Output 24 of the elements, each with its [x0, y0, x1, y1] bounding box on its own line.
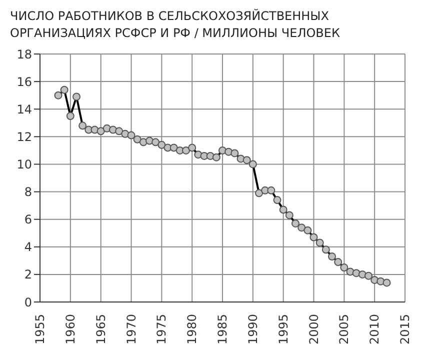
- y-tick-label: 12: [16, 130, 32, 144]
- y-tick-label: 14: [16, 102, 32, 116]
- y-tick-label: 0: [24, 295, 32, 310]
- x-tick-label: 1995: [276, 314, 290, 345]
- y-tick-label: 16: [16, 74, 32, 89]
- x-tick-label: 1960: [63, 314, 78, 345]
- x-tick-label: 2005: [337, 314, 352, 345]
- y-tick-label: 6: [24, 212, 32, 227]
- x-tick-label: 1990: [246, 314, 260, 345]
- x-tick-label: 1965: [94, 314, 108, 345]
- x-tick-label: 2010: [368, 314, 382, 345]
- y-tick-label: 8: [24, 185, 32, 200]
- y-tick-label: 2: [24, 268, 32, 282]
- chart-title: ЧИСЛО РАБОТНИКОВ В СЕЛЬСКОХОЗЯЙСТВЕННЫХ ОРГАНИЗАЦИЯХ РСФСР И РФ / МИЛЛИОНЫ ЧЕЛОВЕК: [9, 8, 342, 42]
- y-tick-label: 4: [24, 240, 32, 254]
- y-tick-label: 18: [16, 47, 32, 62]
- x-tick-label: 1985: [216, 314, 230, 345]
- x-tick-label: 1975: [154, 314, 169, 345]
- x-tick-label: 1955: [33, 314, 47, 345]
- y-tick-label: 10: [16, 157, 32, 172]
- x-tick-label: 1970: [124, 314, 138, 345]
- x-tick-label: 2015: [398, 314, 412, 345]
- x-tick-label: 1980: [185, 314, 200, 345]
- x-tick-label: 2000: [306, 314, 321, 345]
